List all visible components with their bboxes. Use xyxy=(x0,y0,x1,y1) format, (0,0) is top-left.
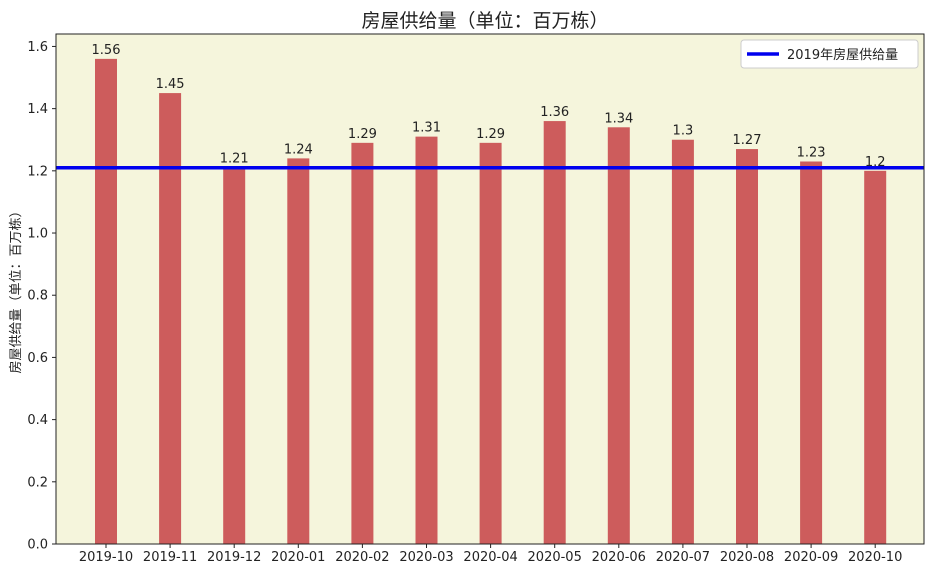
x-tick-label: 2020-06 xyxy=(592,550,646,565)
y-tick-label: 0.0 xyxy=(27,538,48,553)
legend-label: 2019年房屋供给量 xyxy=(787,47,898,63)
x-tick-label: 2020-05 xyxy=(528,550,582,565)
bar-2019-10 xyxy=(95,58,117,544)
x-tick-label: 2020-01 xyxy=(271,550,325,565)
x-tick-label: 2020-03 xyxy=(399,550,453,565)
legend-box xyxy=(740,39,919,69)
bar-2019-11 xyxy=(159,93,182,545)
bar-2020-09 xyxy=(800,161,823,544)
x-tick-label: 2020-10 xyxy=(848,550,902,565)
x-tick-label: 2019-10 xyxy=(79,550,133,565)
y-tick-label: 1.6 xyxy=(27,40,48,55)
x-tick-label: 2019-11 xyxy=(143,550,197,565)
plot-frame xyxy=(55,33,925,545)
data-label-2020-03: 1.31 xyxy=(412,121,441,136)
data-label-2019-10: 1.56 xyxy=(92,43,121,58)
data-label-2020-02: 1.29 xyxy=(348,127,377,142)
bar-2020-04 xyxy=(479,142,502,544)
chart-title: 房屋供给量（单位：百万栋） xyxy=(361,10,608,32)
data-label-2020-08: 1.27 xyxy=(733,133,762,148)
bar-2020-05 xyxy=(543,121,566,544)
x-tick-label: 2020-04 xyxy=(463,550,517,565)
bar-2020-07 xyxy=(671,139,694,545)
y-tick-label: 1.0 xyxy=(27,227,48,242)
y-tick-label: 0.4 xyxy=(27,413,48,428)
y-tick-label: 0.2 xyxy=(27,475,48,490)
x-axis: 2019-10 2019-11 2019-12 2020-01 2020-02 2020-… xyxy=(79,544,902,565)
data-label-2020-09: 1.23 xyxy=(797,146,826,161)
data-label-2020-01: 1.24 xyxy=(284,142,313,157)
bar-2020-03 xyxy=(415,136,438,544)
x-tick-label: 2020-07 xyxy=(656,550,710,565)
data-label-2019-12: 1.21 xyxy=(220,152,249,167)
y-tick-label: 0.8 xyxy=(27,289,48,304)
bar-2020-10 xyxy=(864,170,887,544)
data-label-2020-07: 1.3 xyxy=(673,124,694,139)
data-label-2020-04: 1.29 xyxy=(476,127,505,142)
data-labels-group: 1.56 1.45 1.21 1.24 1.29 1.31 1.29 1.36 1.34 1.3 1… xyxy=(92,43,886,170)
x-tick-label: 2019-12 xyxy=(207,550,261,565)
bar-2020-02 xyxy=(351,142,374,544)
bar-2020-06 xyxy=(607,127,630,544)
y-tick-label: 1.4 xyxy=(27,102,48,117)
x-tick-label: 2020-02 xyxy=(335,550,389,565)
bar-2020-08 xyxy=(736,149,758,544)
data-label-2020-06: 1.34 xyxy=(604,111,633,126)
y-tick-label: 0.6 xyxy=(27,351,48,366)
bar-2020-01 xyxy=(287,158,310,544)
legend: 2019年房屋供给量 xyxy=(740,39,919,69)
x-tick-label: 2020-09 xyxy=(784,550,838,565)
data-label-2019-11: 1.45 xyxy=(156,77,185,92)
y-axis-label: 房屋供给量（单位：百万栋） xyxy=(8,204,24,373)
x-tick-label: 2020-08 xyxy=(720,550,774,565)
y-tick-label: 1.2 xyxy=(27,164,48,179)
y-axis: 0.0 0.2 0.4 0.6 0.8 1.0 1.2 1.4 1.6 xyxy=(27,40,56,553)
data-label-2020-05: 1.36 xyxy=(540,105,569,120)
bar-2019-12 xyxy=(223,167,246,544)
bars-group xyxy=(95,58,887,545)
